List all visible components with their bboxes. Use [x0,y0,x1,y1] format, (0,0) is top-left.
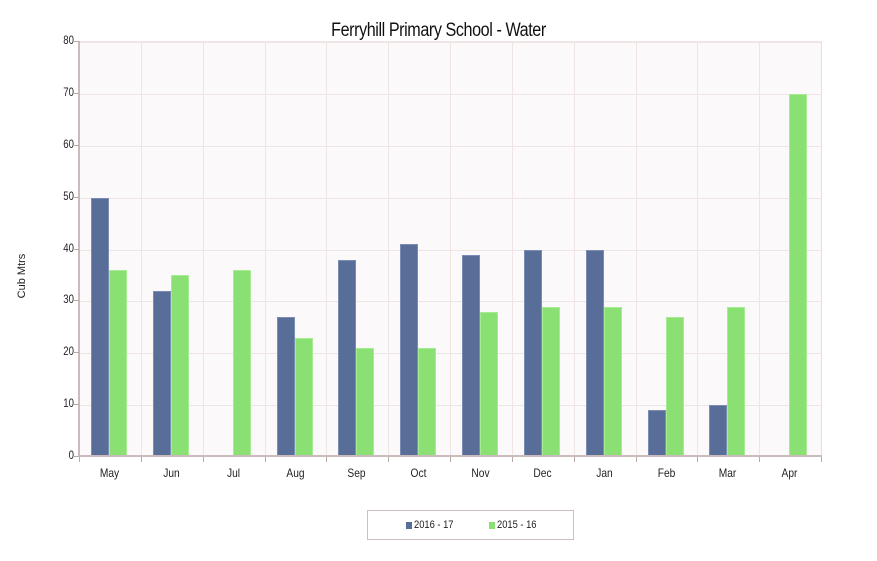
bar-2016-17-jun[interactable] [152,291,171,457]
bar-2015-16-jun[interactable] [170,275,189,457]
bar-2015-16-jul[interactable] [232,270,251,457]
x-tick-mark [511,457,513,462]
bar-2015-16-oct[interactable] [418,348,437,457]
y-axis-line [78,41,80,457]
y-tick-mark [73,92,79,94]
y-tick-mark [73,144,79,146]
y-tick-mark [73,404,79,406]
y-tick-label: 30 [63,292,74,307]
bar-2015-16-nov[interactable] [480,311,498,457]
bar-2016-17-feb[interactable] [647,410,666,457]
x-tick-label: Jun [163,466,180,480]
legend-label: 2015 - 16 [497,519,537,531]
bar-2015-16-mar[interactable] [727,306,746,457]
v-gridline [202,42,204,457]
bar-2015-16-may[interactable] [109,270,127,457]
v-gridline [697,42,699,457]
legend: 2016 - 17 2015 - 16 [367,510,574,540]
v-gridline [759,42,761,457]
x-tick-mark [326,457,328,462]
v-gridline [511,42,513,457]
x-tick-mark [697,457,699,462]
v-gridline [326,42,328,457]
chart-title: Ferryhill Primary School - Water [331,20,546,41]
x-tick-mark [79,457,80,462]
x-tick-mark [388,457,390,462]
y-tick-mark [73,300,79,302]
y-tick-label: 40 [63,240,74,255]
v-gridline [388,42,390,457]
bar-2015-16-feb[interactable] [665,316,684,457]
legend-item-2016-17[interactable]: 2016 - 17 [406,519,460,531]
v-gridline [264,42,266,457]
x-tick-label: Dec [533,466,552,480]
x-tick-label: Feb [657,466,675,480]
bar-2016-17-oct[interactable] [400,244,419,457]
x-tick-mark [759,457,761,462]
x-tick-label: Oct [410,466,427,480]
y-tick-label: 20 [63,344,74,359]
legend-item-2015-16[interactable]: 2015 - 16 [489,519,543,531]
x-tick-mark [264,457,266,462]
bar-2016-17-aug[interactable] [276,316,295,457]
bar-2016-17-nov[interactable] [462,254,480,457]
legend-swatch-icon [406,521,412,529]
y-tick-label: 70 [63,84,74,99]
y-tick-label: 0 [68,448,74,462]
x-tick-label: Jan [595,466,613,480]
y-tick-label: 60 [63,136,74,151]
bar-2015-16-dec[interactable] [541,306,560,457]
x-tick-label: Apr [781,466,798,480]
bar-2015-16-jan[interactable] [603,306,622,457]
bar-2016-17-may[interactable] [91,197,109,457]
y-tick-label: 80 [63,33,74,47]
y-tick-mark [73,456,79,457]
x-tick-label: Jul [226,466,240,480]
y-tick-label: 50 [63,188,74,203]
x-tick-mark [140,457,142,462]
v-gridline [573,42,575,457]
legend-label: 2016 - 17 [414,519,454,531]
x-tick-label: May [99,466,120,480]
x-tick-mark [635,457,637,462]
bar-2016-17-sep[interactable] [338,259,357,457]
bar-2016-17-jan[interactable] [585,249,604,457]
x-tick-mark [450,457,451,462]
y-axis-label: Cub Mtrs [16,253,28,299]
v-gridline [635,42,637,457]
y-tick-label: 10 [63,396,74,411]
y-tick-mark [73,352,79,354]
v-gridline [450,42,451,457]
x-tick-mark [202,457,204,462]
bar-2016-17-dec[interactable] [523,249,542,457]
x-tick-label: Nov [471,466,490,480]
x-tick-label: Sep [347,466,366,480]
x-tick-mark [821,457,822,462]
x-tick-mark [573,457,575,462]
y-tick-mark [73,196,79,198]
plot-area [79,41,822,457]
y-tick-mark [73,248,79,250]
x-tick-label: Mar [719,466,737,480]
v-gridline [140,42,142,457]
bar-2015-16-aug[interactable] [294,337,313,457]
bar-2015-16-sep[interactable] [356,348,375,457]
bar-2015-16-apr[interactable] [789,93,808,457]
x-tick-label: Aug [285,466,305,480]
bar-2016-17-mar[interactable] [709,405,728,457]
legend-swatch-icon [489,521,495,529]
y-tick-mark [73,41,79,42]
x-axis-line [78,455,822,457]
